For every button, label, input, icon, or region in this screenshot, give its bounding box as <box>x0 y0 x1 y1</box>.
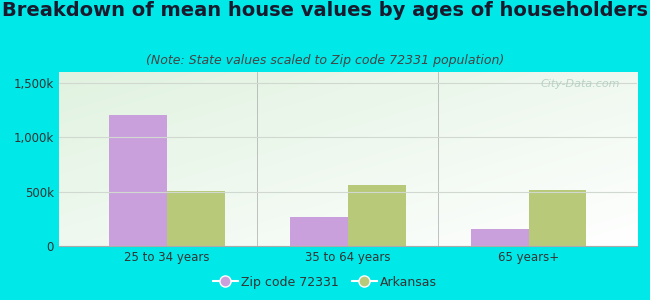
Text: (Note: State values scaled to Zip code 72331 population): (Note: State values scaled to Zip code 7… <box>146 54 504 67</box>
Legend: Zip code 72331, Arkansas: Zip code 72331, Arkansas <box>207 271 443 294</box>
Text: City-Data.com: City-Data.com <box>540 79 619 89</box>
Bar <box>109 116 167 246</box>
Bar <box>348 184 406 246</box>
Bar <box>471 229 528 246</box>
Bar <box>528 190 586 246</box>
Bar <box>290 217 348 246</box>
Text: Breakdown of mean house values by ages of householders: Breakdown of mean house values by ages o… <box>2 2 648 20</box>
Bar <box>167 190 225 246</box>
